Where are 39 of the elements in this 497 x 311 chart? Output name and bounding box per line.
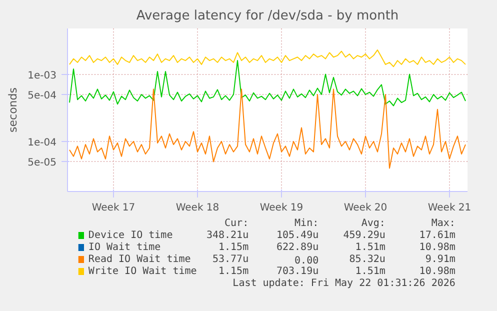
text: 85.32u — [349, 254, 386, 265]
y-axis-title: seconds — [6, 87, 20, 132]
text: 1.15m — [218, 266, 249, 277]
x-tick-label: Week 17 — [92, 202, 136, 214]
line-series — [69, 88, 466, 169]
y-tick-label: 5e-04 — [28, 90, 57, 102]
text: 0.00 — [294, 256, 319, 266]
x-tick-label: Week 20 — [344, 202, 388, 214]
text: 348.21u — [206, 230, 249, 241]
text: 1.15m — [218, 242, 249, 253]
legend-label: Device IO time — [88, 230, 173, 241]
text: 53.77u — [212, 254, 249, 265]
text: Last update: Fri May 22 01:31:26 2026 — [232, 278, 456, 289]
text: 703.19u — [276, 266, 319, 277]
text: 622.89u — [276, 242, 319, 253]
legend-label: Write IO Wait time — [88, 266, 197, 277]
legend-label: IO Wait time — [88, 242, 161, 253]
text: Avg: — [361, 218, 386, 229]
text: 105.49u — [276, 230, 319, 241]
line-series — [69, 60, 466, 106]
legend-label: Read IO Wait time — [88, 254, 191, 265]
x-tick-label: Week 21 — [428, 202, 472, 214]
text: 1.51m — [355, 242, 386, 253]
y-tick-label: 1e-04 — [28, 137, 57, 148]
text: Max: — [431, 218, 456, 229]
text: 10.98m — [419, 266, 456, 277]
text: 9.91m — [425, 254, 456, 265]
text: 459.29u — [343, 230, 386, 241]
x-tick-label: Week 18 — [176, 202, 220, 214]
text: Cur: — [224, 218, 249, 229]
text: 1.51m — [355, 266, 386, 277]
x-tick-label: Week 19 — [260, 202, 304, 214]
text: 17.61m — [419, 230, 456, 241]
y-tick-label: 5e-05 — [28, 158, 57, 169]
text: Min: — [294, 218, 319, 229]
line-series — [69, 49, 466, 68]
chart-title: Average latency for /dev/sda - by month — [136, 8, 399, 24]
text: 10.98m — [419, 242, 456, 253]
y-tick-label: 1e-03 — [28, 70, 57, 82]
